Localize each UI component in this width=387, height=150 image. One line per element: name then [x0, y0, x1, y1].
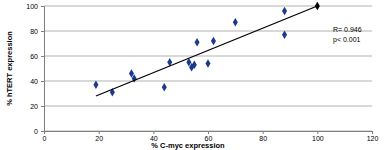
- point: [195, 38, 200, 47]
- marks: [93, 2, 319, 97]
- tick: 80: [30, 28, 44, 35]
- tick: 40: [30, 78, 44, 85]
- tick: 20: [30, 103, 44, 110]
- tick-label: 0: [34, 128, 38, 135]
- tick-label: 60: [30, 53, 38, 60]
- point: [211, 37, 216, 46]
- grid: [44, 6, 372, 131]
- tick-mark: [317, 131, 318, 134]
- point: [282, 7, 287, 16]
- axis-line: [41, 7, 45, 132]
- tick-label: 20: [30, 103, 38, 110]
- tick-mark: [372, 131, 373, 134]
- tick-label: 80: [259, 135, 267, 142]
- annotation: p< 0.001: [333, 36, 361, 44]
- tick-label: 80: [30, 28, 38, 35]
- tick: 0: [34, 128, 44, 135]
- tick: 120: [367, 131, 379, 142]
- tick-label: 100: [26, 3, 38, 10]
- grid-line: [44, 56, 372, 57]
- tick-mark: [41, 31, 44, 32]
- annotation: R= 0.946: [333, 26, 362, 33]
- axis-line: [45, 132, 373, 135]
- point: [93, 80, 98, 89]
- tick-mark: [41, 131, 44, 132]
- tick-mark: [99, 131, 100, 134]
- point: [282, 30, 287, 39]
- tick: 100: [312, 131, 324, 142]
- point: [233, 18, 238, 27]
- tick-mark: [41, 6, 44, 7]
- tick-label: 120: [367, 135, 379, 142]
- tick-mark: [41, 106, 44, 107]
- tick: 60: [30, 53, 44, 60]
- trend-line: [96, 6, 317, 96]
- tick: 20: [95, 131, 103, 142]
- tick-mark: [41, 56, 44, 57]
- tick-label: 100: [312, 135, 324, 142]
- tick-label: 20: [95, 135, 103, 142]
- tick: 0: [43, 131, 47, 142]
- y-axis-title: % hTERT expression: [5, 31, 14, 106]
- grid-line: [44, 81, 372, 82]
- point: [192, 60, 197, 69]
- tick-label: 0: [43, 135, 47, 142]
- grid-line: [44, 6, 372, 7]
- tick-mark: [41, 81, 44, 82]
- tick-mark: [153, 131, 154, 134]
- grid-line: [44, 106, 372, 107]
- y-axis: 0 20 40 60 80 100: [26, 3, 44, 135]
- tick: 100: [26, 3, 44, 10]
- point: [162, 83, 167, 92]
- chart: 0 20 40 60 80 100 120 0 20 40 60 80 100 % C-myc expre…: [0, 0, 387, 150]
- tick: 80: [259, 131, 267, 142]
- tick-mark: [263, 131, 264, 134]
- tick-label: 40: [30, 78, 38, 85]
- tick-mark: [208, 131, 209, 134]
- x-axis-title: % C-myc expression: [151, 141, 225, 150]
- point: [205, 59, 210, 68]
- grid-line: [44, 31, 372, 32]
